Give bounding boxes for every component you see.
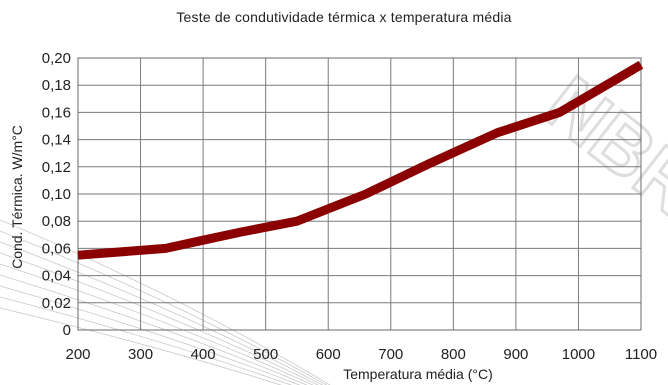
- background-diagonal-lines: [0, 219, 331, 385]
- x-tick-label: 700: [378, 346, 403, 363]
- background-line: [0, 307, 282, 385]
- y-tick-label: 0,10: [42, 186, 71, 203]
- x-tick-label: 800: [441, 346, 466, 363]
- y-tick-labels: 0 0,02 0,04 0,06 0,08 0,10 0,12 0,14 0,16 0,18 0,2…: [42, 50, 71, 339]
- y-tick-label: 0,02: [42, 295, 71, 312]
- x-tick-label: 900: [503, 346, 528, 363]
- y-tick-label: 0: [63, 322, 71, 339]
- x-tick-label: 500: [253, 346, 278, 363]
- x-tick-labels: 200 300 400 500 600 700 800 900 1000 1100: [65, 346, 657, 363]
- series-line: [77, 60, 644, 260]
- y-axis-label: Cond. Térmica. W/m°C: [9, 125, 25, 269]
- y-tick-label: 0,06: [42, 240, 71, 257]
- x-tick-label: 200: [65, 346, 90, 363]
- y-tick-label: 0,14: [42, 132, 71, 149]
- x-tick-label: 1000: [562, 346, 595, 363]
- y-tick-label: 0,04: [42, 268, 71, 285]
- y-tick-label: 0,20: [42, 50, 71, 67]
- y-tick-label: 0,08: [42, 213, 71, 230]
- x-tick-label: 600: [316, 346, 341, 363]
- x-axis-label: Temperatura média (°C): [343, 366, 493, 382]
- background-line: [0, 219, 331, 385]
- background-line: [0, 274, 308, 385]
- plot-frame: [77, 57, 642, 331]
- y-tick-label: 0,16: [42, 104, 71, 121]
- background-line: [0, 252, 319, 385]
- series-layer: [77, 60, 644, 260]
- y-tick-label: 0,12: [42, 159, 71, 176]
- x-tick-label: 300: [128, 346, 153, 363]
- background-line: [0, 241, 324, 385]
- background-line: [0, 263, 314, 385]
- chart-title: Teste de condutividade térmica x tempera…: [176, 9, 511, 25]
- background-line: [0, 230, 328, 385]
- x-tick-label: 400: [191, 346, 216, 363]
- y-tick-label: 0,18: [42, 77, 71, 94]
- background-line: [0, 285, 301, 385]
- x-tick-label: 1100: [625, 346, 657, 363]
